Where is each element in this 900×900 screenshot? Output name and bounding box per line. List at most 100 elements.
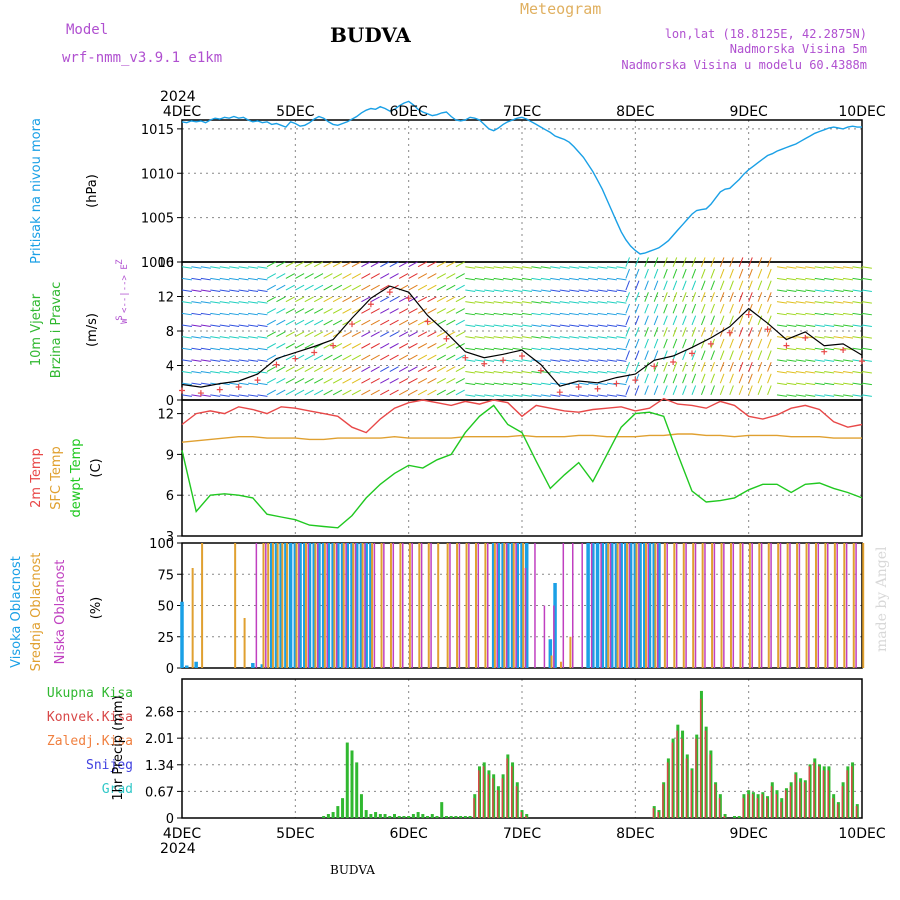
- wind-arrow: [380, 273, 390, 279]
- wind-arrow: [417, 261, 428, 268]
- wind-arrow: [248, 289, 259, 293]
- wind-arrow: [738, 373, 744, 384]
- cloud-bar: [817, 543, 820, 668]
- wind-arrow: [389, 343, 399, 349]
- wind-arrow: [398, 319, 409, 326]
- wind-gust-marker: [859, 358, 865, 365]
- wind-arrow: [616, 394, 627, 397]
- wind-arrow: [389, 261, 399, 268]
- wind-arrow: [767, 385, 772, 396]
- precip-conv-bar: [832, 798, 834, 818]
- wind-arrow: [219, 301, 230, 304]
- wind-arrow: [578, 301, 589, 304]
- wind-arrow: [776, 301, 787, 304]
- wind-arrow: [597, 394, 608, 397]
- precip-conv-bar: [511, 766, 513, 818]
- precip-axis-label: 1hr Precip (mm): [111, 695, 126, 800]
- wind-arrow: [531, 277, 542, 281]
- wind-arrow: [748, 268, 753, 279]
- cloud-bar: [826, 543, 829, 668]
- wind-gust-marker: [292, 355, 299, 362]
- wind-arrow: [304, 319, 314, 326]
- wind-arrow: [512, 359, 523, 362]
- cloud-bar: [624, 543, 628, 668]
- wind-arrow: [814, 312, 825, 316]
- precip-total-bar: [388, 816, 392, 818]
- wind-arrow: [540, 266, 551, 269]
- wind-arrow: [748, 373, 753, 384]
- wind-arrow: [719, 327, 725, 337]
- wind-arrow: [634, 350, 640, 361]
- wind-arrow: [332, 261, 343, 268]
- wind-arrow: [824, 312, 835, 316]
- wind-arrow: [738, 338, 744, 349]
- wind-arrow: [606, 394, 617, 397]
- precip-conv-bar: [690, 770, 692, 818]
- wind-arrow: [266, 284, 277, 291]
- wind-arrow: [814, 289, 825, 293]
- wind-arrow: [644, 257, 649, 267]
- wind-arrow: [663, 303, 668, 314]
- cloud-bar: [796, 543, 799, 668]
- precip-total-bar: [463, 816, 467, 818]
- wind-arrow: [805, 266, 816, 269]
- wind-arrow: [446, 284, 456, 291]
- wind-arrow: [833, 266, 844, 269]
- wind-arrow: [313, 308, 324, 314]
- wind-arrow: [332, 273, 343, 279]
- wind-arrow: [210, 347, 221, 351]
- cloud-bar: [732, 543, 735, 668]
- wind-arrow: [700, 268, 706, 279]
- wind-arrow: [332, 319, 343, 326]
- precip-total-bar: [336, 806, 340, 818]
- wind-arrow: [257, 347, 268, 351]
- wind-arrow: [210, 312, 221, 316]
- wind-arrow: [814, 336, 825, 339]
- wind-arrow: [634, 373, 640, 384]
- wind-arrow: [644, 338, 649, 349]
- wind-arrow: [257, 312, 268, 316]
- wind-arrow: [550, 266, 561, 269]
- wind-arrow: [191, 347, 202, 351]
- cloud-bar: [284, 543, 288, 668]
- wind-arrow: [824, 301, 835, 304]
- wind-arrow: [257, 289, 268, 293]
- wind-arrow: [606, 382, 617, 386]
- wind-gust-marker: [179, 387, 185, 394]
- cloud-bar: [317, 543, 321, 668]
- wind-arrow: [238, 347, 249, 351]
- wind-arrow: [361, 389, 371, 396]
- wind-arrow: [767, 268, 772, 279]
- wind-arrow: [351, 273, 362, 279]
- elevation-text: Nadmorska Visina 5m: [730, 42, 867, 56]
- precip-total-bar: [737, 816, 741, 818]
- cloud-bar: [350, 543, 354, 668]
- wind-arrow: [606, 266, 617, 269]
- wind-arrow: [465, 301, 476, 304]
- wind-arrow: [578, 312, 589, 316]
- wind-arrow: [795, 371, 806, 374]
- wind-arrow: [824, 394, 835, 397]
- y-tick-label: 1000: [141, 256, 174, 271]
- wind-arrow: [295, 389, 305, 396]
- precip-total-bar: [355, 762, 359, 818]
- wind-arrow: [446, 366, 456, 372]
- wind-arrow: [191, 394, 202, 397]
- wind-arrow: [719, 350, 725, 361]
- wind-arrow: [861, 324, 872, 327]
- cloud-bar: [307, 543, 310, 668]
- wind-arrow: [370, 284, 380, 291]
- wind-arrow: [644, 315, 649, 326]
- day-label-bottom: 9DEC: [730, 826, 769, 842]
- cloud-bar: [255, 543, 258, 668]
- wind-arrow: [417, 284, 428, 291]
- wind-arrow: [757, 292, 763, 302]
- pressure-axis-label: Pritisak na nivou mora: [29, 118, 44, 264]
- wind-arrow: [710, 385, 715, 396]
- wind-arrow: [436, 296, 447, 303]
- cloud-bar: [562, 543, 565, 668]
- precip-conv-bar: [808, 766, 811, 818]
- wind-arrow: [238, 382, 249, 386]
- wind-arrow: [313, 331, 324, 338]
